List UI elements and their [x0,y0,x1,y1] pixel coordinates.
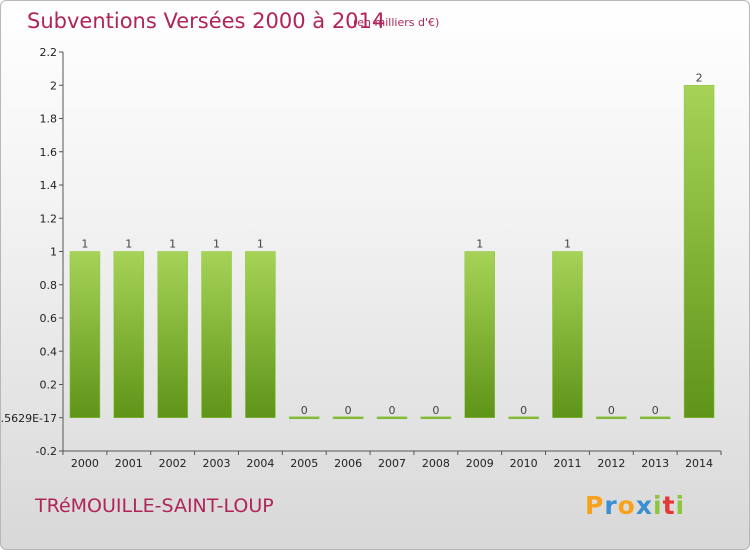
value-label: 1 [213,238,220,251]
y-tick-label: 1.8 [40,113,58,126]
value-label: 0 [389,404,396,417]
bar-2012 [596,416,627,419]
x-tick-label: 2014 [685,457,713,470]
x-tick-label: 2013 [641,457,669,470]
x-tick-label: 2004 [246,457,274,470]
logo-letter: o [617,491,636,520]
bar-2014 [683,85,715,418]
x-tick-label: 2003 [203,457,231,470]
logo-letter: P [585,491,605,520]
x-tick-label: 2007 [378,457,406,470]
bar-2002 [157,251,188,418]
value-label: 1 [564,238,571,251]
chart-title: Subventions Versées 2000 à 2014 [27,9,386,33]
bar-2008 [420,416,452,419]
bar-2005 [289,416,320,419]
logo-letter: i [675,491,686,520]
value-label: 0 [432,404,439,417]
value-label: 1 [81,238,88,251]
x-tick-label: 2009 [466,457,494,470]
x-tick-label: 2010 [510,457,538,470]
bar-2011 [552,251,583,418]
value-label: 1 [169,238,176,251]
bar-2007 [376,416,408,419]
value-label: 0 [345,404,352,417]
proxiti-logo: Proxiti [585,491,685,520]
value-label: 1 [476,238,483,251]
y-tick-label: 0.2 [40,379,58,392]
value-label: 1 [257,238,264,251]
logo-letter: x [635,491,653,520]
x-tick-label: 2006 [334,457,362,470]
value-label: 0 [301,404,308,417]
logo-letter: i [653,491,663,520]
y-tick-label: 2 [50,79,57,92]
value-label: 1 [125,238,132,251]
value-label: 0 [652,404,659,417]
chart-unit: (en milliers d'€) [353,16,440,29]
x-tick-label: 2002 [159,457,187,470]
x-tick-label: 2011 [553,457,581,470]
y-tick-label: 0.8 [40,279,58,292]
bar-2000 [69,251,101,418]
bar-2009 [464,251,495,418]
value-label: 0 [520,404,527,417]
y-tick-label: 1.6 [40,146,58,159]
bar-2003 [201,251,232,418]
x-tick-label: 2005 [290,457,318,470]
y-tick-label: 1 [50,246,57,259]
logo-letter: t [662,491,676,520]
bar-2001 [113,251,145,418]
y-tick-label: 0.4 [40,345,58,358]
x-tick-label: 2000 [71,457,99,470]
logo-letter: r [604,491,618,520]
commune-name: TRéMOUILLE-SAINT-LOUP [35,495,274,517]
y-tick-label: 0.6 [40,312,58,325]
bar-2004 [245,251,276,418]
y-tick-label: -0.2 [36,445,57,458]
bar-2006 [332,416,364,419]
y-tick-label: -1.5629E-17 [1,412,57,425]
bar-2013 [639,416,671,419]
x-tick-label: 2001 [115,457,143,470]
x-tick-label: 2008 [422,457,450,470]
y-tick-label: 1.2 [40,212,58,225]
y-tick-label: 2.2 [40,46,58,59]
value-label: 2 [696,71,703,84]
bar-2010 [508,416,539,419]
y-tick-label: 1.4 [40,179,58,192]
x-tick-label: 2012 [597,457,625,470]
value-label: 0 [608,404,615,417]
